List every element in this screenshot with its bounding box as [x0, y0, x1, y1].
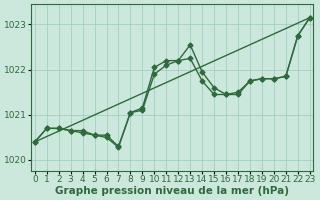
X-axis label: Graphe pression niveau de la mer (hPa): Graphe pression niveau de la mer (hPa): [55, 186, 289, 196]
